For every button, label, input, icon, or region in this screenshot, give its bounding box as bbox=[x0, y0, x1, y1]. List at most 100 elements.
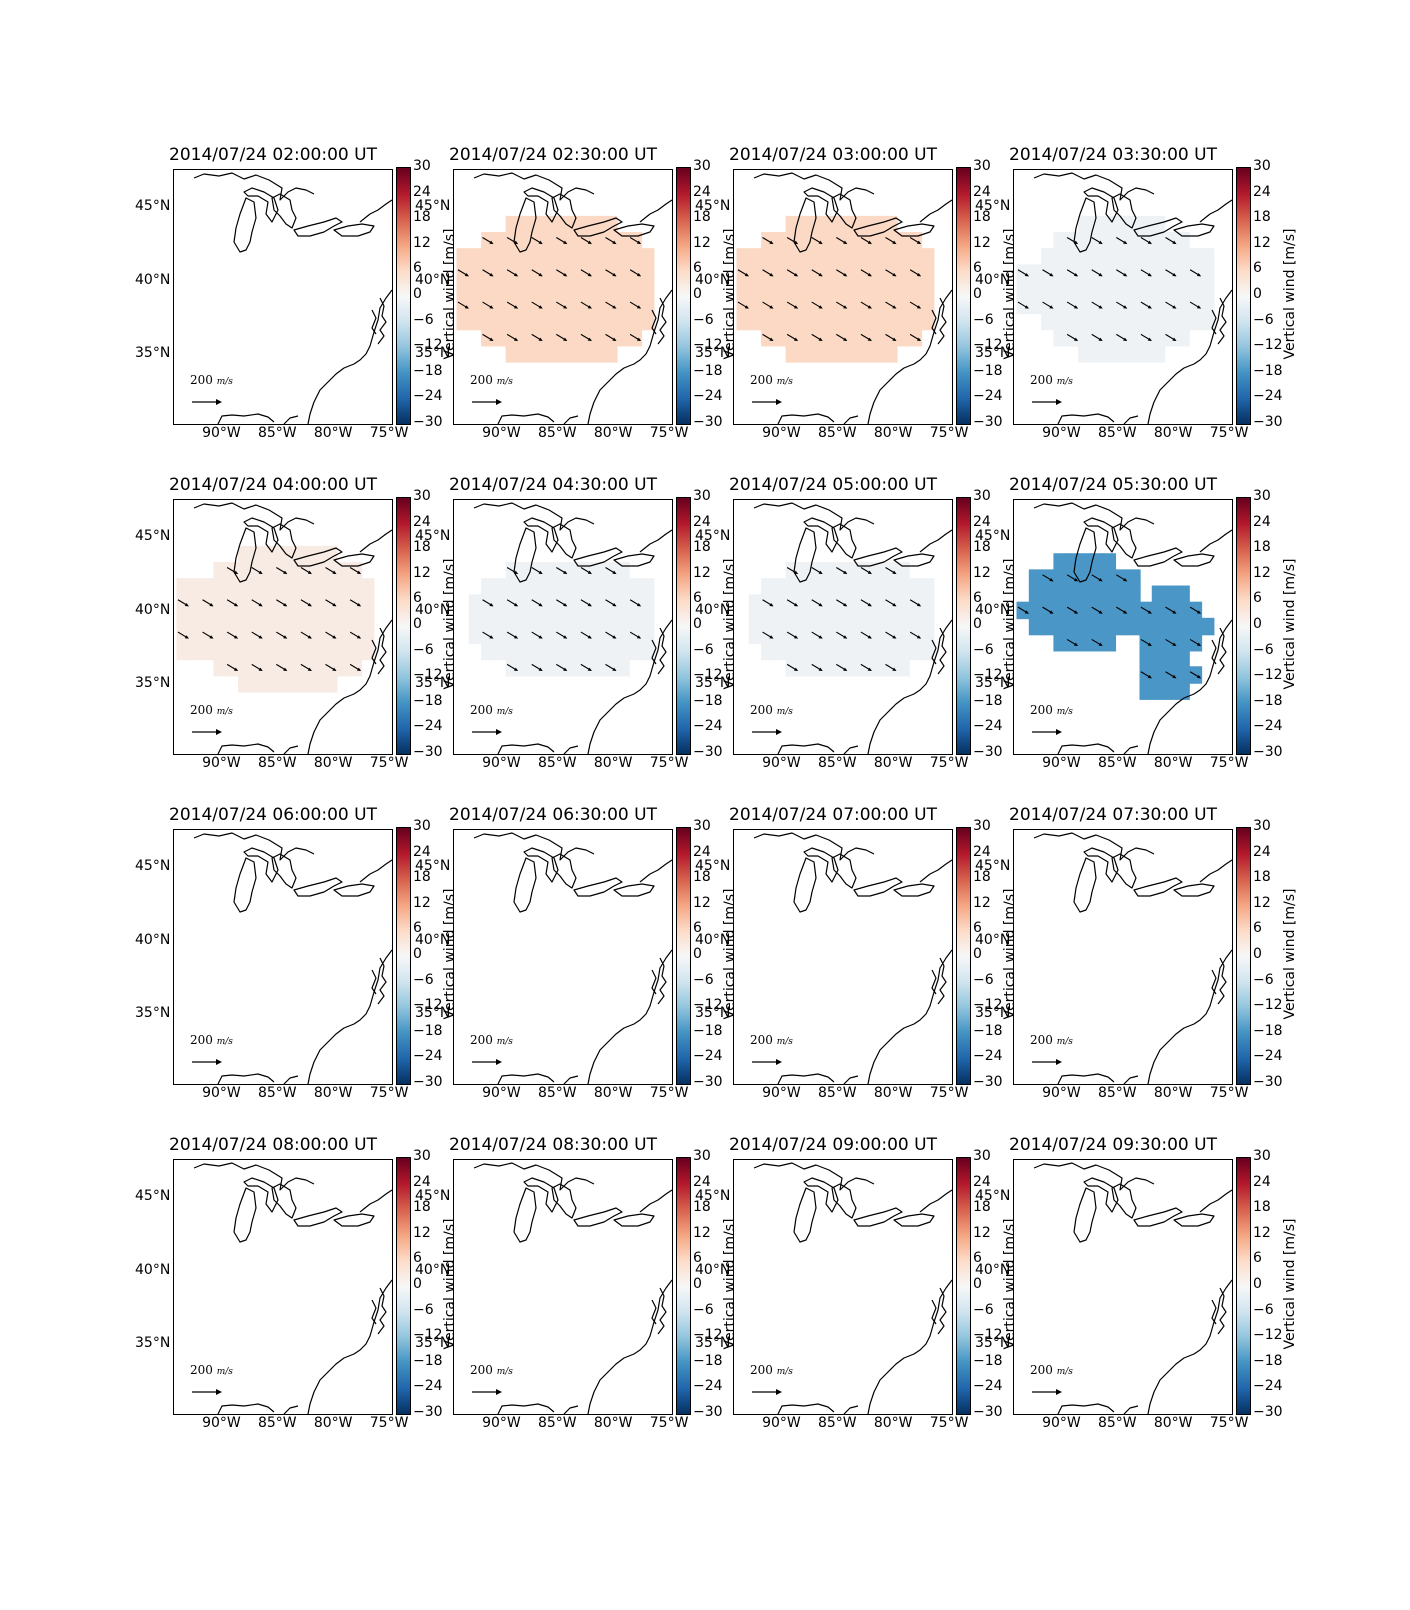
wind-cell bbox=[628, 248, 643, 266]
wind-cell bbox=[1102, 248, 1117, 266]
colorbar-tick-label: 24 bbox=[693, 843, 711, 860]
wind-cell bbox=[542, 248, 557, 266]
wind-cell bbox=[1102, 633, 1117, 652]
coastline bbox=[359, 859, 392, 883]
wind-arrow bbox=[531, 663, 543, 671]
colorbar-tick-label: −12 bbox=[973, 337, 1003, 354]
wind-cell bbox=[274, 642, 289, 661]
wind-cell bbox=[1151, 345, 1166, 363]
lon-tick-label: 85°W bbox=[537, 425, 577, 441]
wind-cell bbox=[810, 345, 824, 363]
wind-arrow bbox=[885, 301, 897, 309]
wind-cell bbox=[493, 328, 507, 347]
wind-arrow bbox=[1017, 606, 1029, 614]
wind-cell bbox=[262, 626, 277, 645]
wind-cell bbox=[1164, 585, 1178, 604]
map-plot: 200 m/s bbox=[1016, 172, 1232, 424]
colorbar-tick-label: −18 bbox=[693, 362, 723, 379]
colorbar-tick-label: 24 bbox=[693, 1173, 711, 1190]
quiver-key-arrow bbox=[752, 1389, 782, 1395]
wind-cell bbox=[591, 626, 606, 645]
lat-tick-label: 40°N bbox=[975, 271, 1011, 288]
wind-cell bbox=[1139, 345, 1153, 363]
quiver-key-label: 200 m/s bbox=[470, 1363, 513, 1377]
wind-cell bbox=[896, 280, 910, 298]
colorbar-tick-label: 0 bbox=[693, 616, 702, 632]
wind-cell bbox=[505, 312, 520, 331]
colorbar bbox=[956, 497, 971, 755]
wind-cell bbox=[1090, 617, 1104, 636]
wind-cell bbox=[859, 642, 873, 661]
wind-cell bbox=[1114, 280, 1129, 298]
wind-arrow bbox=[909, 301, 922, 309]
colorbar-tick-label: 12 bbox=[1253, 1224, 1271, 1241]
wind-arrow bbox=[605, 567, 617, 575]
panel-title: 2014/07/24 03:30:00 UT bbox=[1009, 145, 1217, 165]
colorbar-tick-label: 18 bbox=[973, 1199, 991, 1216]
coastline bbox=[1173, 1213, 1215, 1227]
coastline bbox=[233, 527, 257, 583]
wind-arrow bbox=[1189, 638, 1202, 647]
wind-cell bbox=[785, 642, 800, 661]
colorbar-tick-label: 0 bbox=[1253, 946, 1262, 962]
wind-cell bbox=[1127, 569, 1141, 587]
wind-cell bbox=[1139, 650, 1153, 668]
map-plot: 200 m/s bbox=[750, 1162, 952, 1414]
wind-cell bbox=[299, 675, 313, 693]
wind-cell bbox=[1164, 312, 1178, 331]
wind-arrow bbox=[762, 237, 774, 245]
wind-cell bbox=[920, 312, 935, 331]
wind-cell bbox=[579, 345, 593, 363]
wind-cell bbox=[238, 642, 252, 661]
colorbar-tick-label: −12 bbox=[413, 997, 443, 1014]
wind-arrow bbox=[556, 631, 568, 639]
wind-cell bbox=[456, 280, 470, 298]
lon-tick-label: 85°W bbox=[1097, 1415, 1137, 1431]
coastline bbox=[753, 832, 875, 861]
quiver-key-arrow bbox=[192, 1389, 222, 1395]
wind-cell bbox=[1200, 296, 1215, 315]
wind-cell bbox=[201, 610, 215, 628]
colorbar-tick-label: 30 bbox=[693, 158, 711, 174]
lat-tick-label: 35°N bbox=[975, 674, 1011, 691]
wind-arrow bbox=[811, 237, 823, 245]
colorbar-tick-label: 0 bbox=[413, 946, 422, 962]
wind-cell bbox=[798, 594, 812, 612]
coastline bbox=[651, 639, 657, 665]
wind-cell bbox=[1028, 585, 1043, 604]
lon-tick-label: 75°W bbox=[369, 1085, 409, 1101]
wind-arrow bbox=[556, 599, 568, 607]
coastline bbox=[293, 1207, 343, 1227]
quiver-key-label: 200 m/s bbox=[750, 703, 793, 717]
coastline bbox=[853, 547, 903, 567]
colorbar-tick-label: 6 bbox=[413, 1250, 422, 1267]
wind-cell bbox=[518, 642, 532, 661]
colorbar-tick-label: 12 bbox=[973, 234, 991, 251]
wind-cell bbox=[1078, 633, 1092, 652]
wind-arrow bbox=[1165, 237, 1177, 245]
colorbar-tick-label: 12 bbox=[973, 564, 991, 581]
colorbar-tick-label: −24 bbox=[693, 388, 723, 405]
wind-cell bbox=[810, 610, 824, 628]
wind-arrow bbox=[202, 599, 214, 607]
wind-cell bbox=[591, 562, 606, 580]
wind-cell bbox=[1078, 215, 1092, 234]
wind-cell bbox=[287, 610, 301, 628]
lon-tick-label: 75°W bbox=[929, 1085, 969, 1101]
wind-arrow bbox=[556, 663, 568, 671]
map-axes: 200 m/s bbox=[453, 829, 673, 1085]
coastline bbox=[657, 957, 667, 1005]
coastline bbox=[307, 619, 392, 754]
wind-cell bbox=[871, 280, 886, 298]
lat-tick-label: 35°N bbox=[975, 344, 1011, 361]
wind-arrow bbox=[1091, 574, 1103, 582]
wind-cell bbox=[1078, 345, 1092, 363]
quiver-key-arrow bbox=[1032, 1389, 1062, 1395]
colorbar-tick-label: 18 bbox=[413, 869, 431, 886]
wind-cell bbox=[213, 626, 227, 645]
coastline bbox=[1147, 289, 1232, 424]
wind-cell bbox=[761, 642, 775, 661]
wind-cell bbox=[238, 610, 252, 628]
coastline bbox=[523, 1177, 559, 1213]
